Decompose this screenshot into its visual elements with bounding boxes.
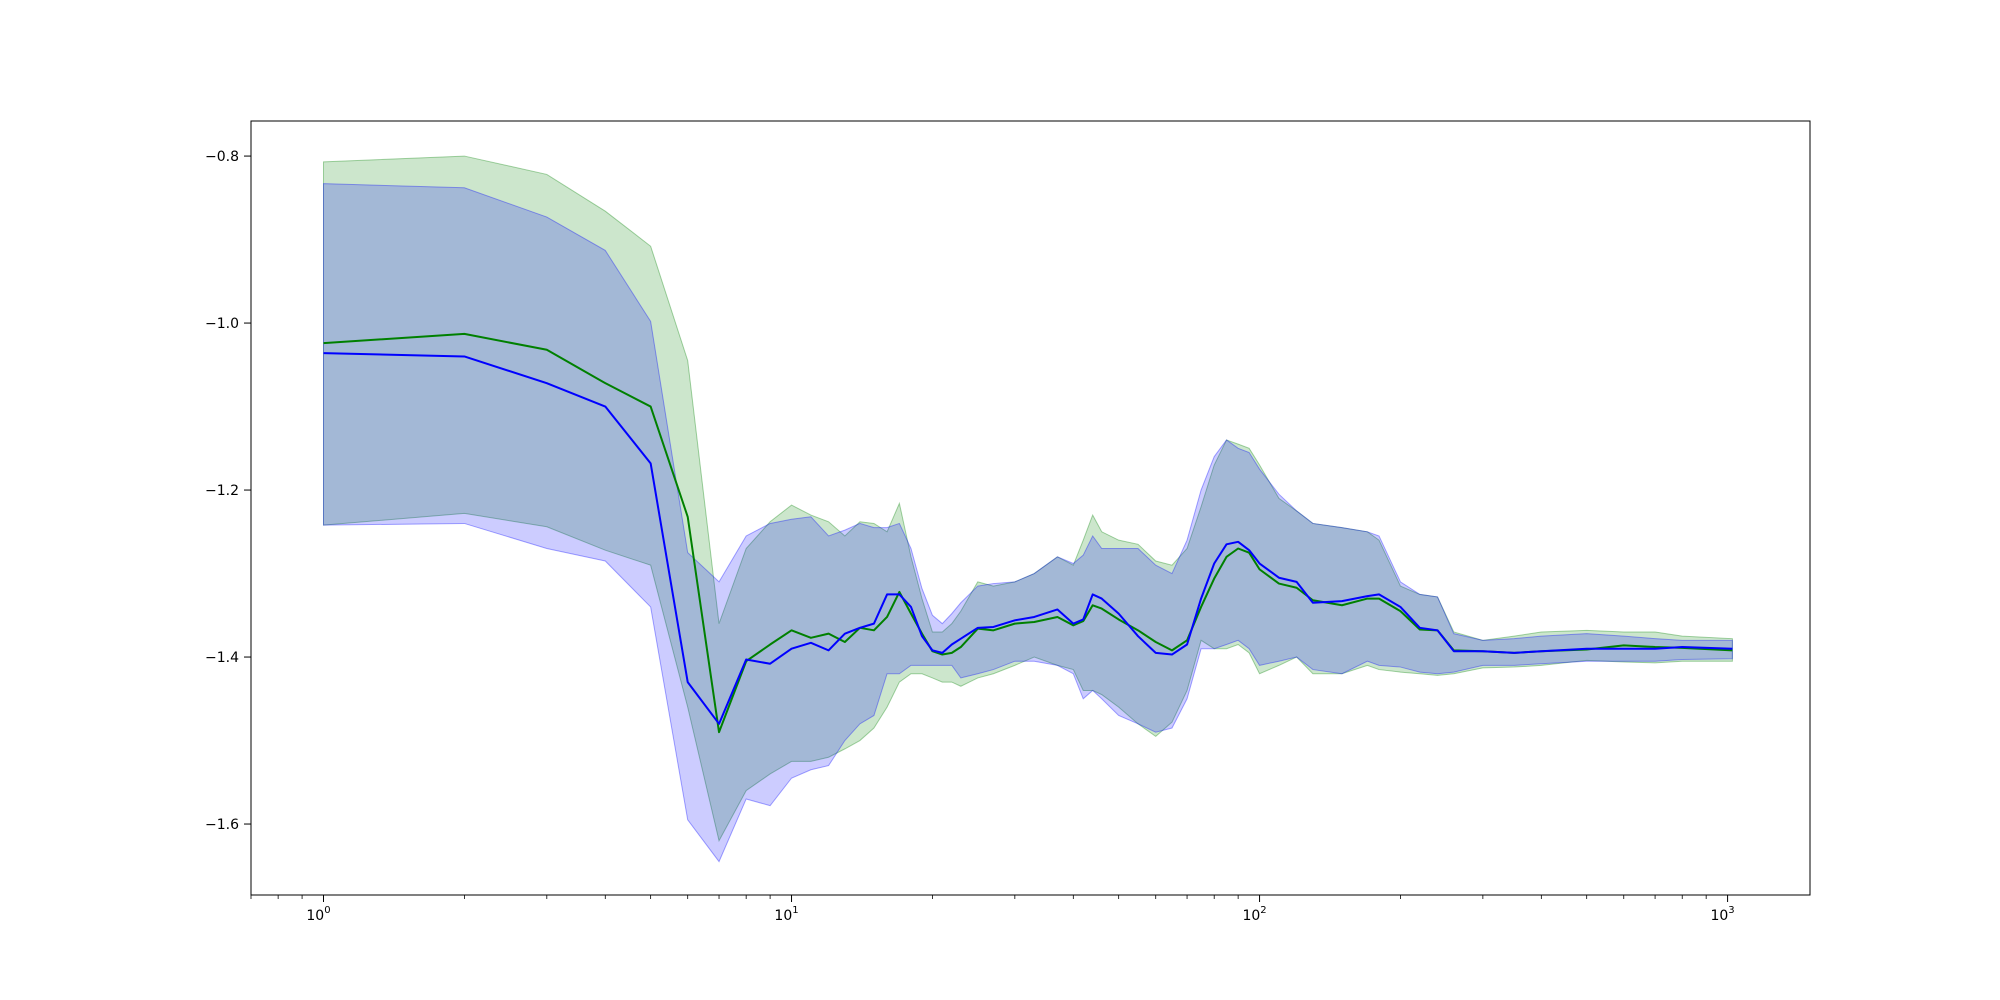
x-tick-label: 102: [1242, 905, 1266, 924]
confidence-bands: [323, 155, 1733, 863]
x-tick-label: 101: [774, 905, 798, 924]
x-axis: 100 101 102 103: [250, 895, 1735, 924]
y-tick-label: −0.8: [205, 149, 239, 165]
y-tick-label: −1.4: [205, 650, 239, 666]
series-2-line: [323, 352, 1733, 725]
x-tick-label: 103: [1710, 905, 1734, 924]
plot-frame: [250, 120, 1811, 896]
series-lines: [323, 332, 1733, 734]
y-axis: −0.8 −1.0 −1.2 −1.4 −1.6: [205, 149, 251, 833]
series-1-band: [323, 155, 1733, 843]
series-1-line: [323, 332, 1733, 734]
y-tick-label: −1.0: [205, 316, 239, 332]
series-2-band: [323, 183, 1733, 863]
y-tick-label: −1.6: [205, 817, 239, 833]
x-tick-label: 100: [306, 905, 330, 924]
y-tick-label: −1.2: [205, 483, 239, 499]
